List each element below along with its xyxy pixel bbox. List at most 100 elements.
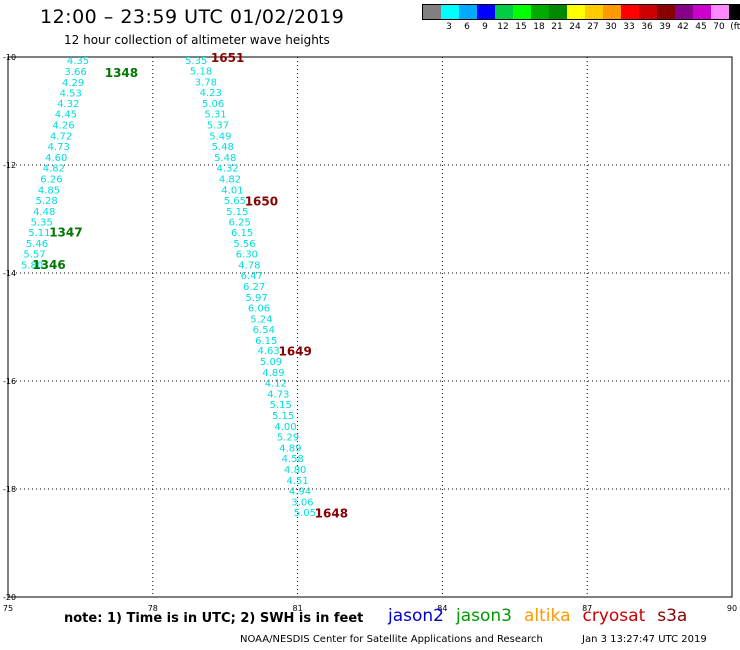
x-tick-label: 84 xyxy=(437,604,447,613)
x-tick-label: 90 xyxy=(727,604,737,613)
wave-height-value: 5.97 xyxy=(245,293,267,304)
legend-swatch xyxy=(729,5,740,19)
wave-height-value: 5.65 xyxy=(224,196,246,207)
wave-height-value: 5.46 xyxy=(26,239,48,250)
legend-label: 9 xyxy=(482,22,488,32)
wave-height-value: 6.15 xyxy=(231,228,253,239)
legend-label: 3 xyxy=(446,22,452,32)
wave-height-value: 3.78 xyxy=(195,77,217,88)
wave-height-value: 4.26 xyxy=(52,121,74,132)
legend-swatch xyxy=(495,5,513,19)
wave-height-value: 4.23 xyxy=(200,88,222,99)
wave-height-value: 5.48 xyxy=(212,142,234,153)
wave-height-value: 6.54 xyxy=(253,325,275,336)
mission-label: jason2 xyxy=(388,606,444,626)
legend-label: 70 xyxy=(713,22,725,32)
wave-height-value: 5.15 xyxy=(270,400,292,411)
footer-timestamp: Jan 3 13:27:47 UTC 2019 xyxy=(582,634,707,645)
wave-height-value: 4.63 xyxy=(258,346,280,357)
wave-height-value: 3.66 xyxy=(64,67,86,78)
legend-label: 15 xyxy=(515,22,527,32)
wave-height-value: 5.06 xyxy=(202,99,224,110)
wave-height-value: 5.15 xyxy=(272,411,294,422)
pass-number-label: 1649 xyxy=(278,344,311,358)
wave-height-value: 6.26 xyxy=(40,175,62,186)
wave-height-value: 5.09 xyxy=(260,357,282,368)
wave-height-value: 4.89 xyxy=(279,443,301,454)
y-tick-label: -14 xyxy=(3,269,16,278)
legend-swatch xyxy=(549,5,567,19)
legend-label: 24 xyxy=(569,22,581,32)
legend-label: 27 xyxy=(587,22,599,32)
wave-height-value: 4.73 xyxy=(267,389,289,400)
legend-label: 45 xyxy=(695,22,707,32)
wave-height-value: 6.15 xyxy=(255,336,277,347)
wave-height-value: 4.72 xyxy=(50,131,72,142)
wave-height-value: 5.56 xyxy=(233,239,255,250)
wave-height-value: 4.80 xyxy=(284,465,306,476)
wave-height-value: 4.12 xyxy=(265,379,287,390)
page-subtitle: 12 hour collection of altimeter wave hei… xyxy=(64,33,330,47)
wave-height-value: 4.29 xyxy=(62,78,84,89)
wave-height-value: 5.37 xyxy=(207,121,229,132)
pass-number-label: 1347 xyxy=(49,226,82,240)
y-tick-label: -12 xyxy=(3,161,16,170)
wave-height-value: 3.06 xyxy=(291,497,313,508)
wave-height-value: 4.73 xyxy=(48,142,70,153)
legend-label: 12 xyxy=(497,22,509,32)
map-frame xyxy=(7,56,733,598)
wave-height-value: 4.35 xyxy=(67,56,89,67)
legend-swatch xyxy=(603,5,621,19)
wave-height-value: 4.60 xyxy=(45,153,67,164)
legend-swatch xyxy=(585,5,603,19)
pass-number-label: 1348 xyxy=(105,66,138,80)
legend-label: 30 xyxy=(605,22,617,32)
wave-height-value: 4.85 xyxy=(38,185,60,196)
legend-label: 18 xyxy=(533,22,545,32)
wave-height-value: 5.35 xyxy=(31,218,53,229)
pass-number-label: 1651 xyxy=(211,51,244,65)
legend-label: 39 xyxy=(659,22,671,32)
wave-height-value: 4.51 xyxy=(286,476,308,487)
wave-height-value: 5.80 xyxy=(21,260,43,271)
wave-height-value: 4.94 xyxy=(289,487,311,498)
legend-swatch xyxy=(567,5,585,19)
wave-height-value: 5.49 xyxy=(209,131,231,142)
y-tick-label: -18 xyxy=(3,485,16,494)
footer-note: note: 1) Time is in UTC; 2) SWH is in fe… xyxy=(64,611,364,626)
x-tick-label: 78 xyxy=(148,604,158,613)
map-grid xyxy=(8,57,732,597)
legend-swatch xyxy=(531,5,549,19)
legend-swatches xyxy=(422,4,740,20)
wave-height-value: 5.29 xyxy=(277,433,299,444)
x-tick-label: 75 xyxy=(3,604,13,613)
wave-height-value: 6.06 xyxy=(248,304,270,315)
legend-swatch xyxy=(693,5,711,19)
legend-label: 36 xyxy=(641,22,653,32)
axis-ticks: 75 78 81 84 87 90 -10 -12 -14 -16 -18 -20 xyxy=(3,53,737,613)
mission-label: jason3 xyxy=(456,606,512,626)
legend-swatch xyxy=(459,5,477,19)
y-tick-label: -20 xyxy=(3,593,16,602)
wave-height-value: 4.32 xyxy=(57,99,79,110)
wave-height-value: 4.53 xyxy=(60,89,82,100)
y-tick-label: -10 xyxy=(3,53,16,62)
wave-height-value: 6.47 xyxy=(241,271,263,282)
wave-height-values: 4.353.664.294.534.324.454.264.724.734.60… xyxy=(21,56,316,519)
wave-height-value: 4.45 xyxy=(55,110,77,121)
pass-number-label: 1650 xyxy=(245,195,278,209)
wave-height-value: 6.30 xyxy=(236,250,258,261)
wave-height-value: 5.31 xyxy=(204,110,226,121)
legend-label: 42 xyxy=(677,22,689,32)
mission-label: s3a xyxy=(657,606,688,626)
pass-number-labels: 1348 1347 1346 1651 1650 1649 1648 xyxy=(32,51,348,520)
wave-height-value: 5.18 xyxy=(190,67,212,78)
wave-height-value: 4.48 xyxy=(33,207,55,218)
legend-swatch xyxy=(477,5,495,19)
wave-height-value: 5.05 xyxy=(294,508,316,519)
wave-height-value: 5.11 xyxy=(28,228,50,239)
legend-swatch xyxy=(711,5,729,19)
wave-height-value: 4.00 xyxy=(274,422,296,433)
